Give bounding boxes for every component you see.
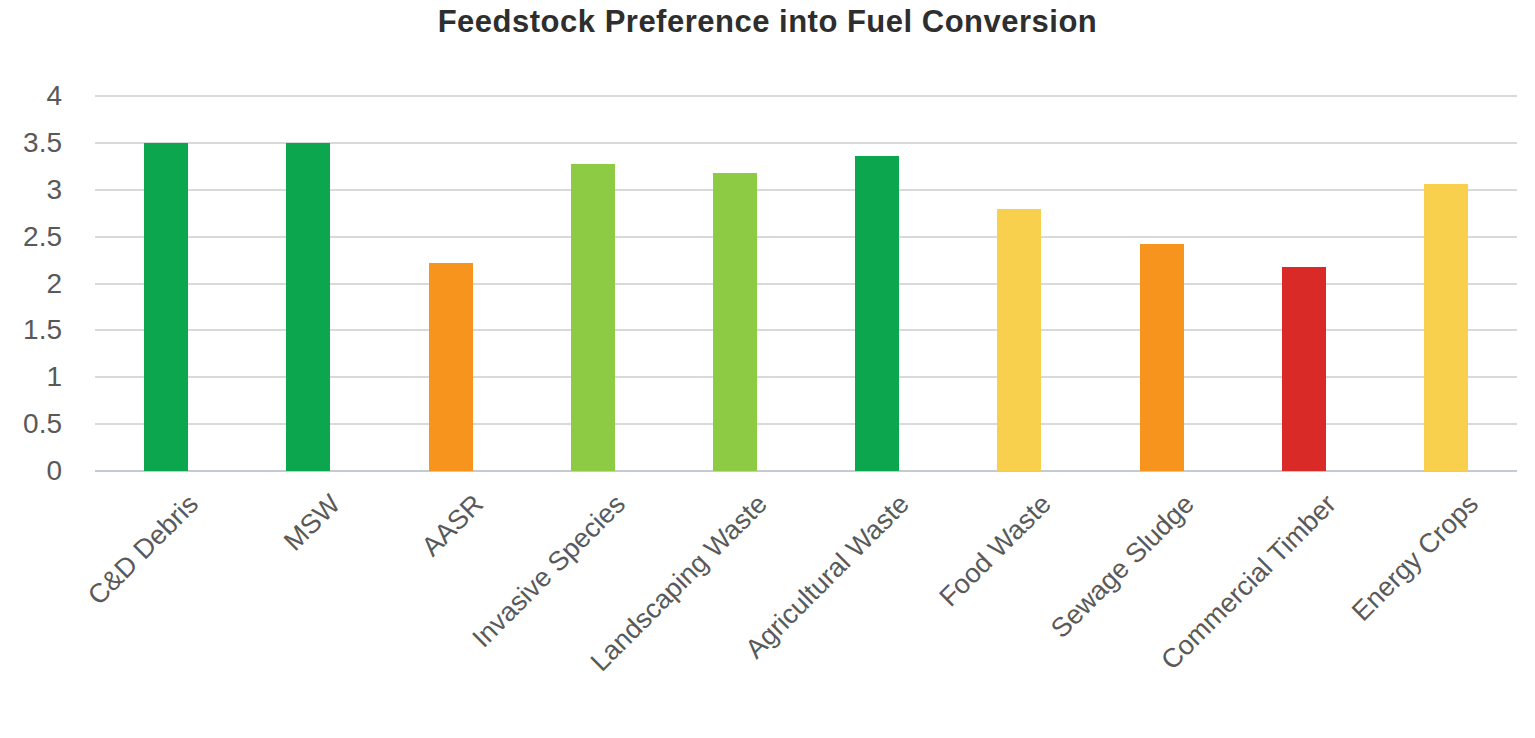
gridline: [95, 95, 1517, 97]
x-axis-category-label-food-waste: Food Waste: [809, 488, 1058, 737]
x-axis-category-label-agricultural-waste: Agricultural Waste: [667, 488, 916, 737]
y-axis-tick-label: 2: [0, 268, 62, 300]
y-axis-tick-label: 1.5: [0, 314, 62, 346]
x-axis-category-label-commercial-timber: Commercial Timber: [1093, 488, 1342, 737]
x-axis-category-label-energy-crops: Energy Crops: [1236, 488, 1485, 737]
bar-invasive-species: [571, 164, 615, 471]
bar-agricultural-waste: [855, 156, 899, 471]
bar-c-d-debris: [144, 143, 188, 471]
bar-msw: [286, 143, 330, 471]
x-axis-category-label-landscaping-waste: Landscaping Waste: [525, 488, 774, 737]
bar-food-waste: [997, 209, 1041, 472]
x-axis-category-label-sewage-sludge: Sewage Sludge: [951, 488, 1200, 737]
y-axis-tick-label: 1: [0, 361, 62, 393]
x-axis-category-label-msw: MSW: [98, 488, 347, 737]
y-axis-tick-label: 2.5: [0, 221, 62, 253]
y-axis-tick-label: 0.5: [0, 408, 62, 440]
bar-commercial-timber: [1282, 267, 1326, 471]
x-axis-category-label-aasr: AASR: [240, 488, 489, 737]
bar-aasr: [429, 263, 473, 471]
x-axis-category-label-c-d-debris: C&D Debris: [0, 488, 205, 737]
bar-landscaping-waste: [713, 173, 757, 471]
chart-title: Feedstock Preference into Fuel Conversio…: [0, 4, 1535, 40]
y-axis-tick-label: 3.5: [0, 127, 62, 159]
bar-chart: Feedstock Preference into Fuel Conversio…: [0, 0, 1535, 738]
y-axis-tick-label: 0: [0, 455, 62, 487]
y-axis-tick-label: 4: [0, 80, 62, 112]
x-axis-category-label-invasive-species: Invasive Species: [382, 488, 631, 737]
y-axis-tick-label: 3: [0, 174, 62, 206]
bar-sewage-sludge: [1140, 244, 1184, 471]
bar-energy-crops: [1424, 184, 1468, 471]
